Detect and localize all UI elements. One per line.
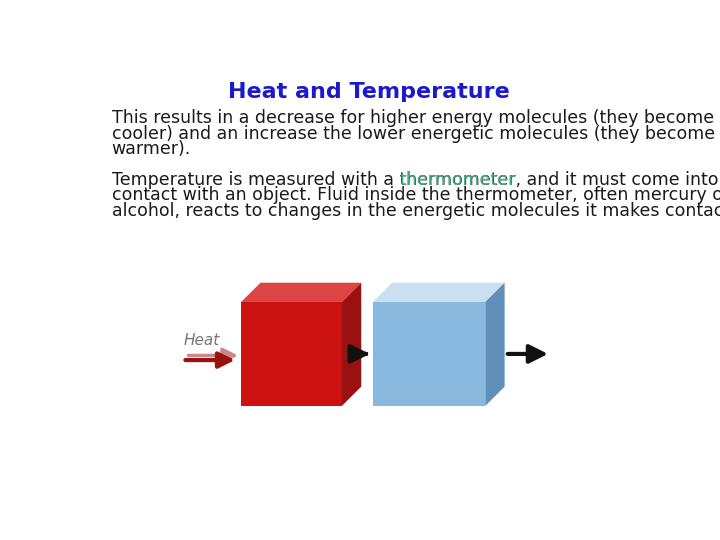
- Polygon shape: [373, 283, 505, 302]
- Text: warmer).: warmer).: [112, 140, 191, 158]
- Text: Heat: Heat: [184, 333, 220, 348]
- Bar: [241, 302, 342, 406]
- Text: alcohol, reacts to changes in the energetic molecules it makes contact with.: alcohol, reacts to changes in the energe…: [112, 202, 720, 220]
- Text: contact with an object. Fluid inside the thermometer, often mercury or: contact with an object. Fluid inside the…: [112, 186, 720, 205]
- Bar: [373, 302, 485, 406]
- Text: cooler) and an increase the lower energetic molecules (they become: cooler) and an increase the lower energe…: [112, 125, 715, 143]
- Text: This results in a decrease for higher energy molecules (they become: This results in a decrease for higher en…: [112, 110, 714, 127]
- Text: Temperature is measured with a thermometer, and it must come into: Temperature is measured with a thermomet…: [112, 171, 719, 189]
- Polygon shape: [342, 283, 361, 406]
- Polygon shape: [241, 283, 361, 302]
- Text: Heat and Temperature: Heat and Temperature: [228, 82, 510, 102]
- Text: thermometer: thermometer: [399, 171, 516, 189]
- Polygon shape: [485, 283, 505, 406]
